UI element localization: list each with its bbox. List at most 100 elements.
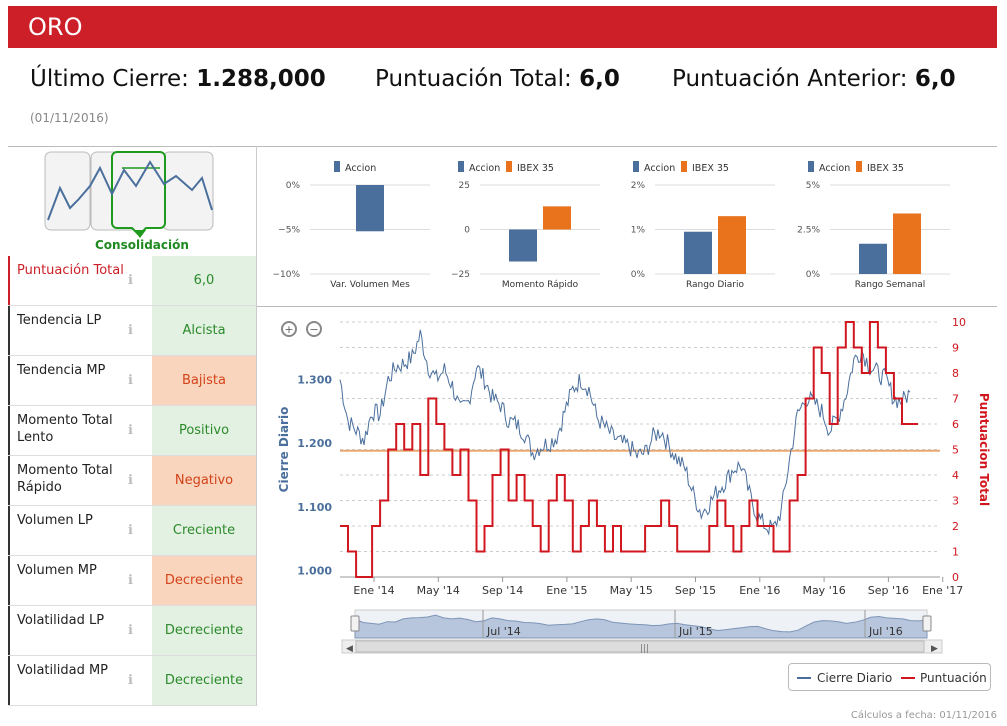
indicator-row: Tendencia LP ℹ Alcista: [8, 306, 256, 356]
indicator-row: Momento Total Lento ℹ Positivo: [8, 406, 256, 456]
chart-legend: Cierre Diario Puntuación: [788, 663, 991, 691]
tick-label: 0%: [806, 270, 821, 280]
category-label: Var. Volumen Mes: [330, 280, 410, 290]
previous-score-label: Puntuación Anterior:: [672, 66, 908, 92]
tick-label: −25: [451, 270, 470, 280]
pattern-label: Consolidación: [95, 238, 189, 252]
y2-tick-label: 0: [952, 571, 959, 584]
divider: [256, 146, 257, 706]
previous-score: Puntuación Anterior: 6,0: [672, 66, 956, 92]
tick-label: 0%: [286, 181, 301, 191]
legend-swatch: [808, 161, 814, 172]
tick-label: 2.5%: [797, 226, 820, 236]
y2-tick-label: 2: [952, 520, 959, 533]
indicator-label: Volatilidad MP: [8, 656, 126, 705]
indicator-label: Tendencia LP: [8, 306, 126, 355]
indicator-label: Momento Total Rápido: [8, 456, 126, 505]
legend-swatch: [458, 161, 464, 172]
navigator-tick-label: Jul '14: [486, 625, 521, 638]
x-tick-label: May '16: [802, 584, 845, 597]
scroll-right-icon[interactable]: ▶: [931, 644, 938, 654]
scrollbar-thumb[interactable]: [355, 640, 925, 653]
indicator-label: Volumen MP: [8, 556, 126, 605]
last-close: Último Cierre: 1.288,000: [30, 66, 326, 92]
legend-label: IBEX 35: [517, 163, 554, 174]
indicator-table: Puntuación Total ℹ 6,0 Tendencia LP ℹ Alcista…: [8, 256, 256, 706]
tick-label: 1%: [631, 226, 646, 236]
indicator-value: Decreciente: [152, 606, 256, 655]
page-title-bar: ORO: [8, 6, 997, 48]
chart-var-volumen: Accion 0% −5% −10% Var. Volumen Mes: [272, 161, 430, 290]
legend-label: Accion: [819, 163, 850, 174]
indicator-row: Volatilidad LP ℹ Decreciente: [8, 606, 256, 656]
tick-label: 25: [459, 181, 470, 191]
legend-item-close[interactable]: Cierre Diario: [797, 671, 892, 685]
info-icon[interactable]: ℹ: [128, 423, 133, 438]
zoom-in-icon[interactable]: [281, 321, 297, 337]
close-date: (01/11/2016): [30, 111, 109, 125]
indicator-row: Puntuación Total ℹ 6,0: [8, 256, 256, 306]
navigator-tick-label: Jul '15: [678, 625, 713, 638]
indicator-value: Decreciente: [152, 556, 256, 605]
legend-swatch: [856, 161, 862, 172]
footnote: Cálculos a fecha: 01/11/2016: [850, 710, 997, 721]
indicator-value: Alcista: [152, 306, 256, 355]
info-icon[interactable]: ℹ: [128, 273, 133, 288]
navigator-tick-label: Jul '16: [868, 625, 903, 638]
y2-tick-label: 3: [952, 495, 959, 508]
chart-momento-rapido: Accion IBEX 35 25 0 −25 Momento Rápido: [451, 161, 600, 290]
info-icon[interactable]: ℹ: [128, 673, 133, 688]
x-tick-label: Ene '17: [922, 584, 963, 597]
navigator-handle[interactable]: [350, 615, 360, 632]
y2-tick-label: 6: [952, 418, 959, 431]
tick-label: 0%: [631, 270, 646, 280]
info-icon[interactable]: ℹ: [128, 323, 133, 338]
indicator-value: Bajista: [152, 356, 256, 405]
bar: [684, 231, 712, 274]
info-icon[interactable]: ℹ: [128, 623, 133, 638]
x-tick-label: Sep '14: [482, 584, 523, 597]
divider: [8, 146, 997, 147]
info-icon[interactable]: ℹ: [128, 473, 133, 488]
indicator-value: 6,0: [152, 256, 256, 305]
bar: [356, 185, 384, 232]
series-score-line: [340, 321, 918, 578]
x-tick-label: Sep '15: [675, 584, 716, 597]
indicator-value: Creciente: [152, 506, 256, 555]
last-close-label: Último Cierre:: [30, 66, 189, 92]
legend-swatch: [681, 161, 687, 172]
zoom-out-icon[interactable]: [306, 321, 322, 337]
y-tick-label: 1.200: [297, 437, 332, 450]
info-icon[interactable]: ℹ: [128, 523, 133, 538]
indicator-label: Puntuación Total: [8, 256, 126, 305]
total-score-value: 6,0: [579, 66, 620, 92]
indicator-row: Tendencia MP ℹ Bajista: [8, 356, 256, 406]
y-tick-label: 1.300: [297, 373, 332, 386]
x-tick-label: May '15: [610, 584, 653, 597]
navigator-handle[interactable]: [922, 615, 932, 632]
indicator-label: Tendencia MP: [8, 356, 126, 405]
bar: [509, 229, 537, 262]
legend-label: IBEX 35: [692, 163, 729, 174]
y-tick-label: 1.100: [297, 501, 332, 514]
y2-tick-label: 7: [952, 393, 959, 406]
indicator-value: Decreciente: [152, 656, 256, 705]
zoom-in-icon-glyph: +: [284, 323, 293, 336]
legend-swatch: [334, 161, 340, 172]
y2-tick-label: 1: [952, 546, 959, 559]
info-icon[interactable]: ℹ: [128, 573, 133, 588]
category-label: Rango Semanal: [855, 280, 926, 290]
legend-item-score[interactable]: Puntuación: [901, 671, 987, 685]
indicator-label: Volatilidad LP: [8, 606, 126, 655]
page-title: ORO: [28, 13, 83, 41]
category-label: Rango Diario: [686, 280, 745, 290]
info-icon[interactable]: ℹ: [128, 373, 133, 388]
y-axis-label: Cierre Diario: [277, 407, 291, 493]
y2-tick-label: 8: [952, 367, 959, 380]
scroll-left-icon[interactable]: ◀: [346, 644, 353, 654]
indicator-value: Positivo: [152, 406, 256, 455]
indicator-row: Momento Total Rápido ℹ Negativo: [8, 456, 256, 506]
tick-label: −10%: [272, 270, 300, 280]
x-tick-label: Sep '16: [868, 584, 909, 597]
indicator-row: Volumen MP ℹ Decreciente: [8, 556, 256, 606]
